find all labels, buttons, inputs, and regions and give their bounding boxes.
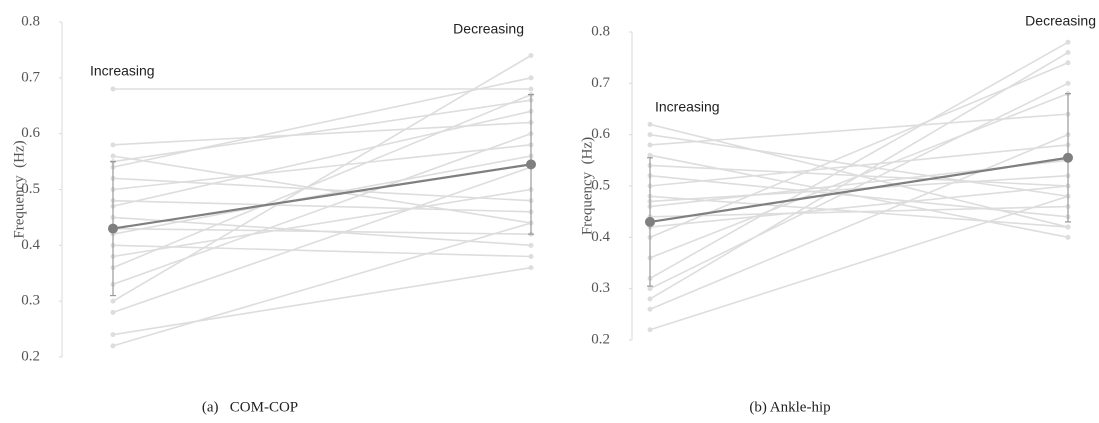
mean-line	[112, 163, 532, 230]
y-tick-label: 0.6	[591, 126, 610, 142]
category-label: Decreasing	[453, 21, 524, 37]
mean-point	[526, 159, 536, 170]
subject-line	[112, 93, 532, 269]
category-label: Decreasing	[1025, 13, 1096, 29]
y-tick-label: 0.6	[21, 125, 40, 141]
subject-point	[1065, 234, 1071, 240]
y-tick-label: 0.7	[591, 75, 610, 91]
subject-point	[1065, 39, 1071, 45]
y-tick-label: 0.8	[21, 13, 40, 29]
subject-point	[647, 152, 653, 158]
subject-point	[647, 142, 653, 148]
subject-line	[112, 99, 532, 163]
y-axis-label: Frequency (Hz)	[11, 140, 27, 238]
subject-point	[110, 343, 116, 349]
mean-point	[645, 216, 655, 227]
mean-point	[1063, 152, 1073, 163]
subject-point	[1065, 50, 1071, 56]
subject-point	[110, 309, 116, 315]
subject-point	[110, 86, 116, 92]
subject-point	[1065, 224, 1071, 230]
subject-line	[649, 133, 1069, 310]
subject-point	[110, 153, 116, 159]
subject-point	[647, 121, 653, 127]
subject-point	[1065, 80, 1071, 86]
subject-line	[112, 54, 532, 302]
subject-line	[112, 188, 532, 258]
subject-point	[647, 306, 653, 312]
y-tick-label: 0.3	[21, 293, 40, 309]
caption: (b) Ankle-hip	[749, 399, 830, 415]
mean-point	[108, 223, 118, 234]
subject-line	[649, 174, 1069, 218]
subject-line	[112, 144, 532, 191]
subject-point	[647, 286, 653, 292]
subject-line	[112, 222, 532, 347]
category-label: Increasing	[90, 63, 155, 79]
y-tick-label: 0.4	[591, 229, 610, 245]
y-tick-label: 0.7	[21, 69, 40, 85]
y-tick-label: 0.5	[21, 181, 40, 197]
subject-line	[649, 62, 1069, 239]
subject-point	[528, 53, 534, 58]
subject-line	[649, 185, 1069, 228]
subject-line	[112, 155, 532, 235]
subject-point	[1065, 60, 1071, 66]
subject-line	[649, 205, 1069, 218]
y-tick-label: 0.2	[591, 331, 610, 347]
subject-point	[110, 142, 116, 148]
category-label: Increasing	[655, 99, 720, 115]
subject-line	[649, 195, 1069, 331]
y-tick-label: 0.2	[21, 348, 40, 364]
subject-line	[649, 51, 1069, 300]
subject-point	[110, 332, 116, 338]
y-tick-label: 0.5	[591, 177, 610, 193]
subject-line	[649, 113, 1069, 146]
subject-point	[647, 296, 653, 302]
y-axis-label: Frequency (Hz)	[579, 137, 595, 235]
y-tick-label: 0.8	[591, 23, 610, 39]
subject-line	[112, 227, 532, 235]
subject-point	[528, 265, 534, 271]
y-tick-label: 0.4	[21, 237, 40, 253]
subject-point	[647, 327, 653, 333]
caption: (a) COM-COP	[202, 399, 298, 415]
subject-line	[649, 41, 1069, 280]
subject-point	[528, 242, 534, 248]
subject-point	[110, 298, 116, 304]
subject-line	[112, 110, 532, 208]
subject-line	[112, 166, 532, 314]
subject-point	[528, 75, 534, 81]
subject-line	[112, 244, 532, 258]
subject-line	[649, 82, 1069, 290]
mean-line	[649, 156, 1069, 224]
subject-line	[649, 144, 1069, 187]
subject-line	[112, 77, 532, 168]
subject-line	[112, 121, 532, 146]
subject-line	[649, 174, 1069, 203]
subject-point	[528, 254, 534, 259]
y-tick-label: 0.3	[591, 280, 610, 296]
subject-line	[112, 132, 532, 286]
subject-point	[528, 86, 534, 92]
subject-line	[112, 266, 532, 336]
subject-point	[647, 132, 653, 138]
subject-line	[112, 199, 532, 213]
